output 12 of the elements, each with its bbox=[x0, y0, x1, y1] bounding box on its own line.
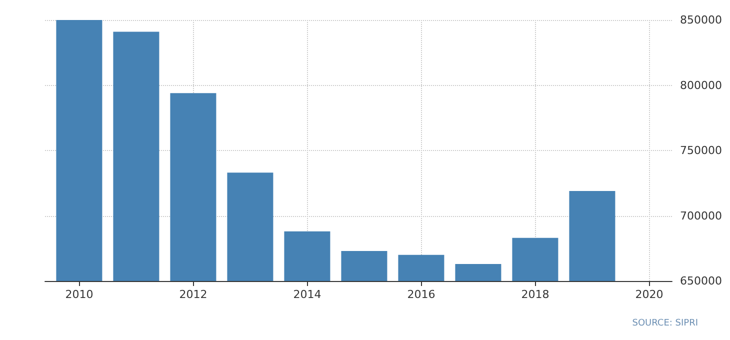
x-tick-label: 2012 bbox=[179, 288, 208, 301]
x-tick-label: 2018 bbox=[521, 288, 550, 301]
x-tick-label: 2016 bbox=[407, 288, 436, 301]
y-tick-label: 750000 bbox=[680, 144, 722, 157]
x-tick-label: 2010 bbox=[65, 288, 94, 301]
y-tick-label: 700000 bbox=[680, 209, 722, 222]
x-tick-label: 2014 bbox=[293, 288, 322, 301]
source-note: SOURCE: SIPRI bbox=[632, 318, 698, 328]
x-tick-label: 2020 bbox=[635, 288, 664, 301]
y-tick-label: 850000 bbox=[680, 14, 722, 26]
y-tick-label: 650000 bbox=[680, 274, 722, 288]
y-tick-label: 800000 bbox=[680, 78, 722, 92]
